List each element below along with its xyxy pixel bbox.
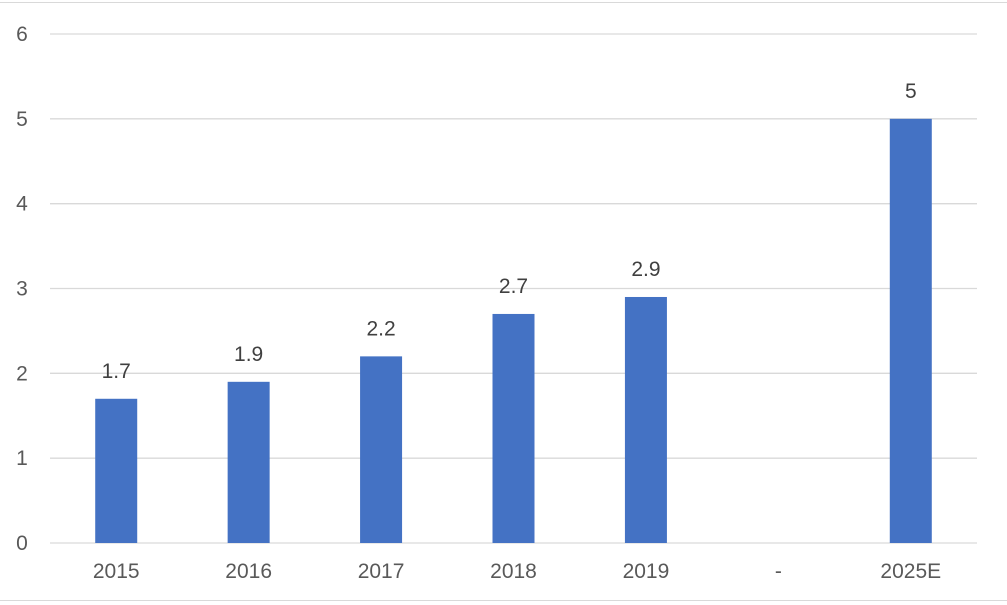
bar xyxy=(889,118,932,543)
chart-bottom-border xyxy=(0,600,1007,601)
y-tick-label: 2 xyxy=(16,362,28,385)
bar xyxy=(227,381,270,543)
x-tick-label: 2015 xyxy=(93,560,140,583)
x-tick-label: 2018 xyxy=(490,560,537,583)
y-tick-label: 4 xyxy=(16,193,28,216)
x-tick-label: 2017 xyxy=(358,560,405,583)
x-tick-label: 2025E xyxy=(880,560,941,583)
bar xyxy=(492,313,535,543)
y-tick-label: 1 xyxy=(16,447,28,470)
bar xyxy=(360,356,403,543)
data-label: 2.2 xyxy=(366,317,395,340)
y-tick-label: 6 xyxy=(16,23,28,46)
data-label: 5 xyxy=(905,80,917,103)
x-tick-label: 2016 xyxy=(225,560,272,583)
data-label: 2.9 xyxy=(631,258,660,281)
chart-top-border xyxy=(0,2,1007,3)
y-tick-label: 0 xyxy=(16,532,28,555)
x-tick-label: - xyxy=(775,560,782,583)
bar xyxy=(95,398,138,543)
x-tick-label: 2019 xyxy=(623,560,670,583)
bar xyxy=(624,296,667,543)
data-label: 2.7 xyxy=(499,275,528,298)
data-label: 1.7 xyxy=(102,360,131,383)
y-tick-label: 5 xyxy=(16,108,28,131)
data-label: 1.9 xyxy=(234,343,263,366)
y-tick-label: 3 xyxy=(16,278,28,301)
